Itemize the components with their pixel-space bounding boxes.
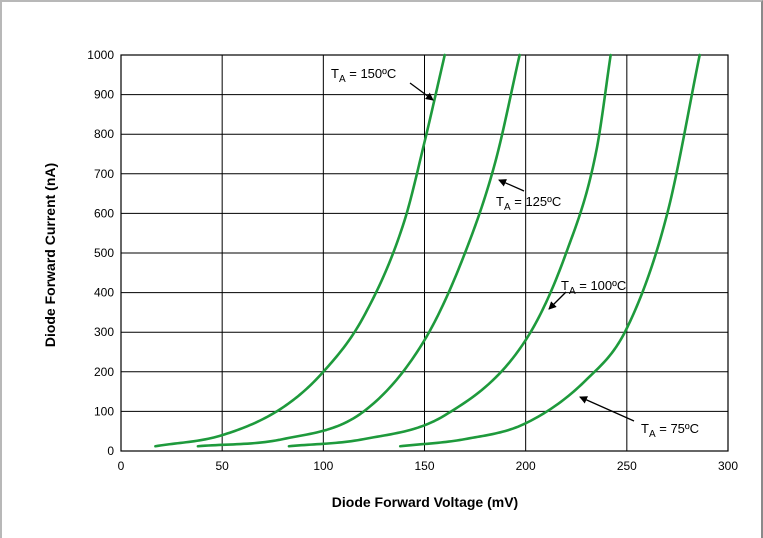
y-tick-label: 700 bbox=[94, 167, 114, 181]
y-tick-label: 500 bbox=[94, 246, 114, 260]
svg-text:TA = 150ºC: TA = 150ºC bbox=[331, 66, 396, 85]
series-line-2 bbox=[287, 53, 612, 448]
annotation-150c: TA = 150ºC bbox=[331, 66, 434, 101]
y-tick-label: 100 bbox=[94, 404, 114, 418]
x-axis-label: Diode Forward Voltage (mV) bbox=[332, 494, 518, 510]
annotation-125c-arrow bbox=[498, 179, 525, 192]
annotation-125c-main: T bbox=[496, 194, 504, 209]
y-tick-label: 900 bbox=[94, 88, 114, 102]
annotation-75c-rest: = 75ºC bbox=[656, 421, 699, 436]
gridlines bbox=[120, 54, 729, 452]
annotation-75c: TA = 75ºC bbox=[579, 396, 699, 440]
annotation-150c-rest: = 150ºC bbox=[346, 66, 397, 81]
y-tick-label: 400 bbox=[94, 286, 114, 300]
x-tick-label: 200 bbox=[516, 459, 536, 473]
x-tick-label: 100 bbox=[313, 459, 333, 473]
x-tick-label: 150 bbox=[414, 459, 434, 473]
annotation-100c-sub: A bbox=[569, 286, 576, 297]
annotation-150c-arrow bbox=[409, 82, 434, 101]
annotation-100c: TA = 100ºC bbox=[548, 278, 626, 310]
x-tick-label: 250 bbox=[617, 459, 637, 473]
series-line-0 bbox=[154, 53, 447, 448]
y-tick-label: 800 bbox=[94, 127, 114, 141]
tick-labels: 0 50 100 150 200 250 300 0 100 200 300 400 500 600 700… bbox=[87, 48, 738, 473]
svg-text:TA = 100ºC: TA = 100ºC bbox=[561, 278, 626, 297]
series-line-1 bbox=[196, 53, 521, 448]
annotation-125c-rest: = 125ºC bbox=[511, 194, 562, 209]
plot-border bbox=[120, 54, 729, 452]
x-tick-label: 300 bbox=[718, 459, 738, 473]
annotation-125c-sub: A bbox=[504, 202, 511, 213]
x-tick-label: 0 bbox=[118, 459, 125, 473]
y-tick-label: 600 bbox=[94, 206, 114, 220]
series-line-3 bbox=[398, 53, 701, 448]
annotation-100c-rest: = 100ºC bbox=[576, 278, 627, 293]
annotation-100c-main: T bbox=[561, 278, 569, 293]
y-axis-label: Diode Forward Current (nA) bbox=[42, 163, 58, 347]
y-tick-label: 300 bbox=[94, 325, 114, 339]
x-tick-label: 50 bbox=[215, 459, 229, 473]
annotation-150c-main: T bbox=[331, 66, 339, 81]
svg-text:TA = 125ºC: TA = 125ºC bbox=[496, 194, 561, 213]
annotation-150c-sub: A bbox=[339, 74, 346, 85]
annotation-75c-main: T bbox=[641, 421, 649, 436]
y-tick-label: 0 bbox=[107, 444, 114, 458]
svg-text:TA = 75ºC: TA = 75ºC bbox=[641, 421, 699, 440]
series-layer bbox=[154, 53, 701, 448]
annotation-75c-sub: A bbox=[649, 429, 656, 440]
annotation-75c-arrow bbox=[579, 396, 635, 422]
plot-area bbox=[120, 54, 729, 452]
y-tick-label: 200 bbox=[94, 365, 114, 379]
y-tick-label: 1000 bbox=[87, 48, 114, 62]
annotation-125c: TA = 125ºC bbox=[496, 179, 561, 213]
annotation-100c-arrow bbox=[548, 291, 567, 310]
